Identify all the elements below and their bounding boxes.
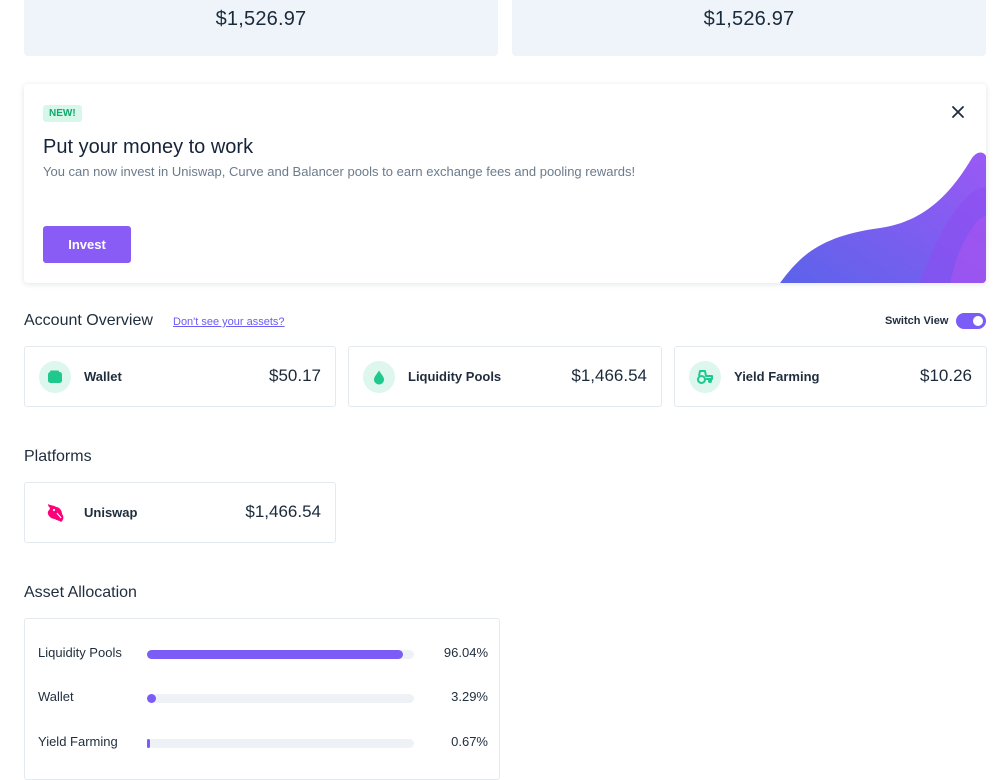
summary-card-left: $1,526.97 bbox=[24, 0, 498, 56]
wallet-label: Wallet bbox=[84, 369, 122, 384]
summary-value-left: $1,526.97 bbox=[215, 7, 307, 30]
asset-allocation-card: Liquidity Pools 96.04% Wallet 3.29% Yiel… bbox=[24, 618, 500, 780]
allocation-row: Yield Farming 0.67% bbox=[38, 733, 488, 753]
uniswap-label: Uniswap bbox=[84, 505, 138, 520]
allocation-row: Liquidity Pools 96.04% bbox=[38, 644, 488, 664]
new-badge: NEW! bbox=[43, 105, 82, 122]
allocation-percent: 3.29% bbox=[451, 689, 488, 704]
missing-assets-link[interactable]: Don't see your assets? bbox=[173, 316, 285, 328]
allocation-percent: 0.67% bbox=[451, 734, 488, 749]
allocation-bar-fill bbox=[147, 650, 404, 659]
summary-card-right: $1,526.97 bbox=[512, 0, 986, 56]
allocation-percent: 96.04% bbox=[443, 645, 488, 660]
platform-card-uniswap[interactable]: Uniswap $1,466.54 bbox=[24, 482, 336, 543]
allocation-bar-fill bbox=[147, 694, 156, 703]
liquidity-pools-label: Liquidity Pools bbox=[408, 369, 502, 384]
switch-view-label: Switch View bbox=[885, 315, 949, 327]
allocation-bar-track bbox=[147, 694, 414, 703]
asset-allocation-title: Asset Allocation bbox=[24, 584, 137, 601]
yield-farming-card[interactable]: Yield Farming $10.26 bbox=[674, 346, 987, 407]
liquidity-pools-value: $1,466.54 bbox=[571, 366, 647, 385]
allocation-bar-fill bbox=[147, 739, 150, 748]
account-overview-title: Account Overview bbox=[24, 312, 153, 329]
promo-banner: NEW! Put your money to work You can now … bbox=[24, 84, 986, 283]
switch-view-toggle[interactable] bbox=[956, 313, 986, 329]
allocation-row: Wallet 3.29% bbox=[38, 688, 488, 708]
allocation-bar-track bbox=[147, 650, 414, 659]
droplet-icon bbox=[363, 361, 395, 393]
allocation-label: Liquidity Pools bbox=[38, 645, 122, 660]
wallet-icon bbox=[39, 361, 71, 393]
platforms-title: Platforms bbox=[24, 448, 92, 465]
uniswap-value: $1,466.54 bbox=[245, 502, 321, 521]
liquidity-pools-card[interactable]: Liquidity Pools $1,466.54 bbox=[348, 346, 662, 407]
yield-farming-value: $10.26 bbox=[920, 366, 972, 385]
wallet-card[interactable]: Wallet $50.17 bbox=[24, 346, 336, 407]
close-icon[interactable] bbox=[948, 102, 968, 122]
allocation-bar-track bbox=[147, 739, 414, 748]
summary-value-right: $1,526.97 bbox=[703, 7, 795, 30]
yield-farming-label: Yield Farming bbox=[734, 369, 820, 384]
unicorn-icon bbox=[39, 497, 71, 529]
toggle-knob bbox=[973, 316, 983, 326]
banner-title: Put your money to work bbox=[43, 136, 254, 158]
wave-illustration bbox=[780, 152, 986, 283]
allocation-label: Yield Farming bbox=[38, 734, 118, 749]
banner-description: You can now invest in Uniswap, Curve and… bbox=[43, 164, 636, 179]
tractor-icon bbox=[689, 361, 721, 393]
allocation-label: Wallet bbox=[38, 689, 74, 704]
wallet-value: $50.17 bbox=[269, 366, 321, 385]
invest-button[interactable]: Invest bbox=[43, 226, 131, 263]
